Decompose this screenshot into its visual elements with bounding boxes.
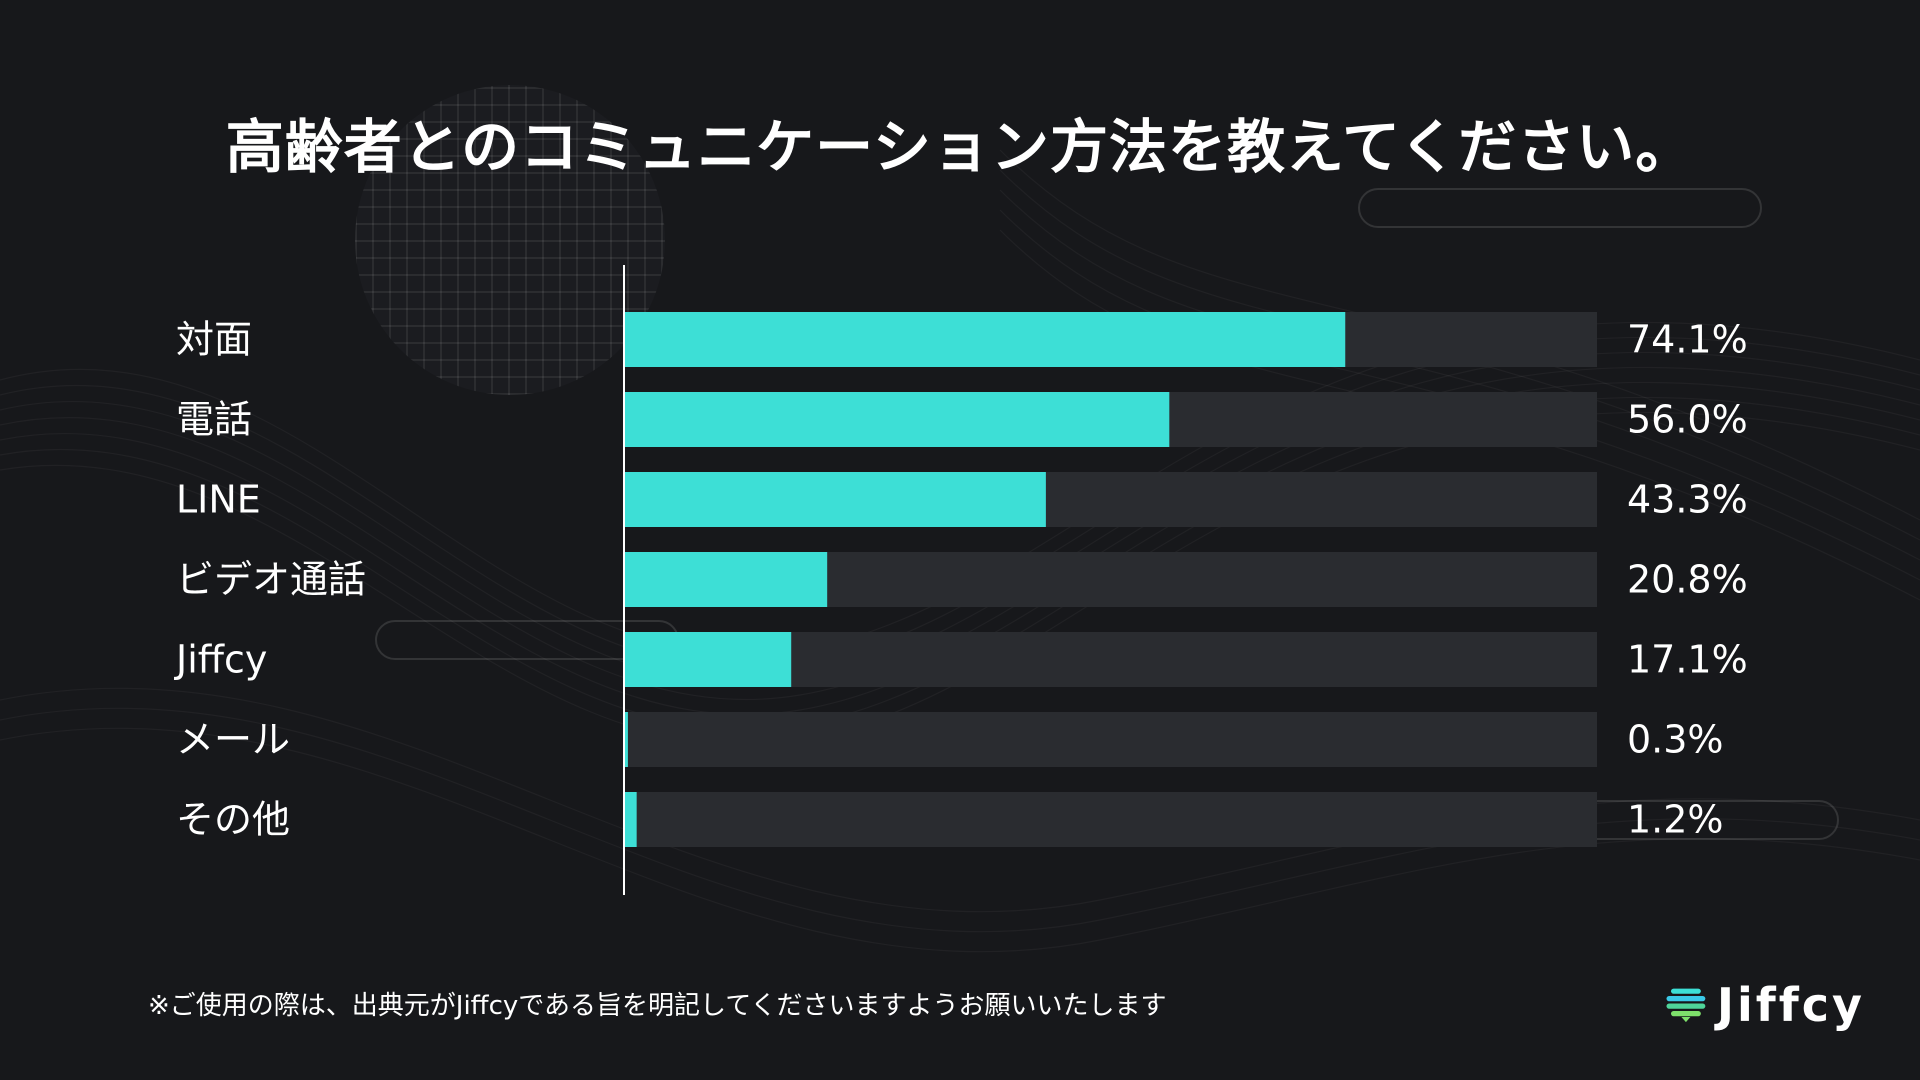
value-label: 1.2% bbox=[1627, 798, 1724, 842]
bar bbox=[625, 392, 1170, 447]
bar bbox=[625, 552, 828, 607]
footnote: ※ご使用の際は、出典元がJiffcyである旨を明記してくださいますようお願いいた… bbox=[148, 991, 1167, 1021]
value-label: 56.0% bbox=[1627, 398, 1748, 442]
category-label: ビデオ通話 bbox=[176, 558, 366, 602]
jiffcy-logo-icon bbox=[1666, 988, 1706, 1023]
category-label: メール bbox=[176, 718, 290, 762]
bar bbox=[625, 632, 792, 687]
jiffcy-logo: Jiffcy bbox=[1665, 975, 1865, 1035]
category-label: その他 bbox=[176, 798, 290, 842]
category-label: 対面 bbox=[176, 318, 252, 362]
bar bbox=[625, 472, 1046, 527]
chart-title: 高齢者とのコミュニケーション方法を教えてください。 bbox=[225, 113, 1695, 181]
category-label: 電話 bbox=[176, 398, 252, 442]
bar-track bbox=[625, 792, 1597, 847]
bar bbox=[625, 792, 637, 847]
value-label: 74.1% bbox=[1627, 318, 1748, 362]
value-label: 0.3% bbox=[1627, 718, 1724, 762]
decorative-grid-circle bbox=[355, 85, 665, 395]
logo-text: Jiffcy bbox=[1716, 978, 1865, 1032]
value-label: 43.3% bbox=[1627, 478, 1748, 522]
category-label: Jiffcy bbox=[174, 638, 267, 682]
value-label: 17.1% bbox=[1627, 638, 1748, 682]
value-label: 20.8% bbox=[1627, 558, 1748, 602]
bar bbox=[625, 312, 1346, 367]
category-label: LINE bbox=[176, 478, 261, 522]
decorative-pill bbox=[1358, 188, 1762, 228]
bar-track bbox=[625, 712, 1597, 767]
bar bbox=[625, 712, 628, 767]
